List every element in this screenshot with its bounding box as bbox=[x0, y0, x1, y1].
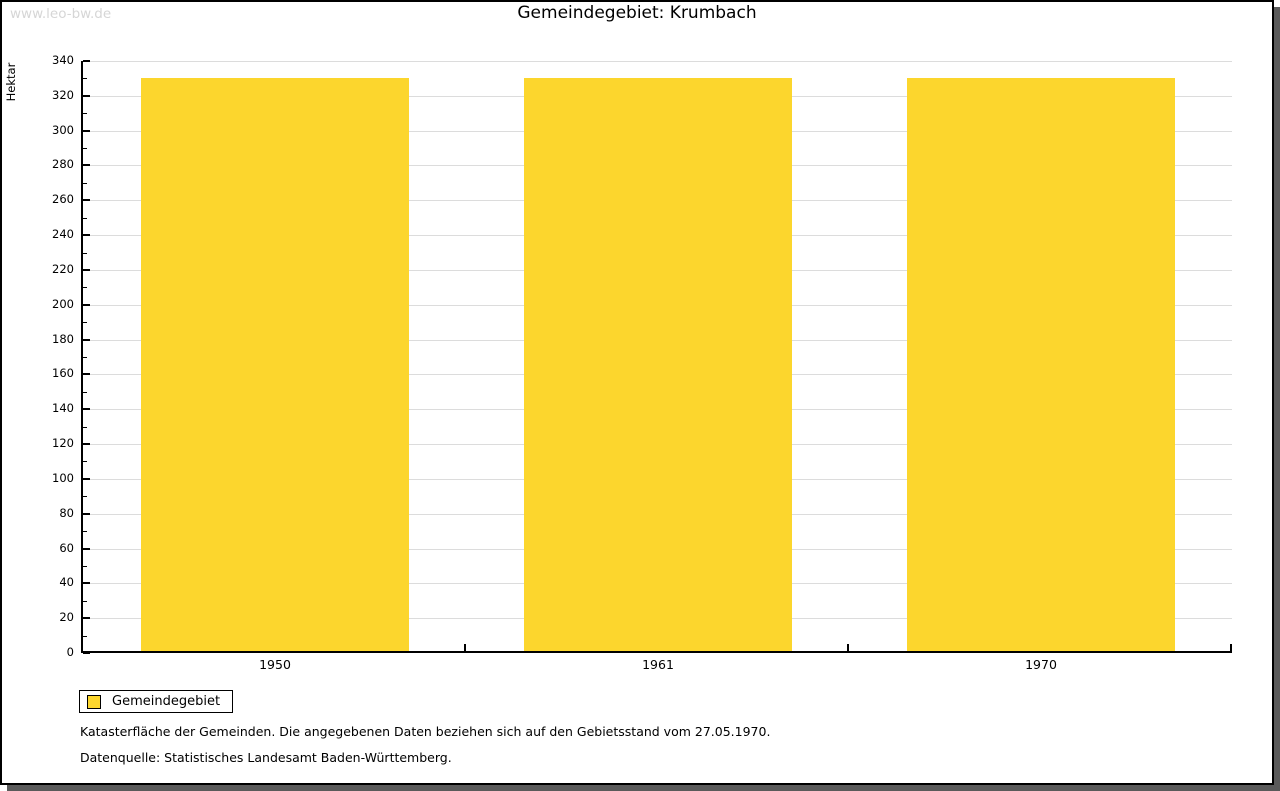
x-tick-label-1970: 1970 bbox=[1025, 657, 1057, 672]
y-tick-label: 40 bbox=[59, 575, 74, 589]
y-major-tick bbox=[83, 373, 90, 375]
y-tick-label: 60 bbox=[59, 541, 74, 555]
chart-title: Gemeindegebiet: Krumbach bbox=[517, 3, 757, 23]
y-major-tick bbox=[83, 269, 90, 271]
x-tick-label-1961: 1961 bbox=[642, 657, 674, 672]
y-major-tick bbox=[83, 443, 90, 445]
x-boundary-tick bbox=[847, 644, 849, 651]
y-minor-tick bbox=[83, 183, 87, 184]
y-tick-label: 320 bbox=[52, 88, 74, 102]
y-minor-tick bbox=[83, 427, 87, 428]
y-axis-line bbox=[81, 61, 83, 653]
y-tick-label: 200 bbox=[52, 297, 74, 311]
y-minor-tick bbox=[83, 566, 87, 567]
y-major-tick bbox=[83, 234, 90, 236]
y-tick-label: 120 bbox=[52, 436, 74, 450]
y-minor-tick bbox=[83, 218, 87, 219]
y-tick-label: 340 bbox=[52, 53, 74, 67]
legend-swatch-gemeindegebiet bbox=[87, 694, 101, 709]
watermark-text: www.leo-bw.de bbox=[10, 6, 112, 22]
y-major-tick bbox=[83, 513, 90, 515]
y-tick-label: 100 bbox=[52, 471, 74, 485]
y-tick-label: 20 bbox=[59, 610, 74, 624]
bar-1950 bbox=[141, 78, 409, 653]
y-tick-label: 140 bbox=[52, 401, 74, 415]
y-tick-label: 220 bbox=[52, 262, 74, 276]
footnote-data-source: Datenquelle: Statistisches Landesamt Bad… bbox=[80, 750, 452, 765]
y-major-tick bbox=[83, 199, 90, 201]
y-minor-tick bbox=[83, 392, 87, 393]
y-tick-label: 260 bbox=[52, 192, 74, 206]
y-gridline bbox=[83, 61, 1232, 62]
y-major-tick bbox=[83, 478, 90, 480]
y-tick-label: 300 bbox=[52, 123, 74, 137]
footnote-source-note: Katasterfläche der Gemeinden. Die angege… bbox=[80, 724, 771, 739]
y-tick-label: 280 bbox=[52, 157, 74, 171]
y-minor-tick bbox=[83, 78, 87, 79]
y-major-tick bbox=[83, 582, 90, 584]
y-major-tick bbox=[83, 408, 90, 410]
y-major-tick bbox=[83, 548, 90, 550]
y-minor-tick bbox=[83, 636, 87, 637]
y-axis-title: Hektar bbox=[4, 62, 18, 102]
y-major-tick bbox=[83, 339, 90, 341]
legend-label: Gemeindegebiet bbox=[112, 694, 221, 709]
y-minor-tick bbox=[83, 496, 87, 497]
y-tick-label: 160 bbox=[52, 366, 74, 380]
y-minor-tick bbox=[83, 601, 87, 602]
y-minor-tick bbox=[83, 531, 87, 532]
y-minor-tick bbox=[83, 357, 87, 358]
y-minor-tick bbox=[83, 148, 87, 149]
y-minor-tick bbox=[83, 287, 87, 288]
x-boundary-tick bbox=[464, 644, 466, 651]
y-minor-tick bbox=[83, 461, 87, 462]
y-tick-label: 240 bbox=[52, 227, 74, 241]
y-major-tick bbox=[83, 304, 90, 306]
legend-box: Gemeindegebiet bbox=[79, 690, 234, 713]
y-tick-label: 180 bbox=[52, 332, 74, 346]
y-major-tick bbox=[83, 164, 90, 166]
bar-1970 bbox=[907, 78, 1175, 653]
x-axis-line bbox=[81, 651, 1232, 653]
y-major-tick bbox=[83, 652, 90, 654]
y-major-tick bbox=[83, 130, 90, 132]
y-minor-tick bbox=[83, 113, 87, 114]
y-tick-label: 80 bbox=[59, 506, 74, 520]
bar-1961 bbox=[524, 78, 792, 653]
y-major-tick bbox=[83, 60, 90, 62]
y-major-tick bbox=[83, 617, 90, 619]
x-boundary-tick bbox=[1230, 644, 1232, 651]
y-minor-tick bbox=[83, 253, 87, 254]
x-tick-label-1950: 1950 bbox=[259, 657, 291, 672]
y-minor-tick bbox=[83, 322, 87, 323]
y-major-tick bbox=[83, 95, 90, 97]
y-tick-label: 0 bbox=[66, 645, 74, 659]
